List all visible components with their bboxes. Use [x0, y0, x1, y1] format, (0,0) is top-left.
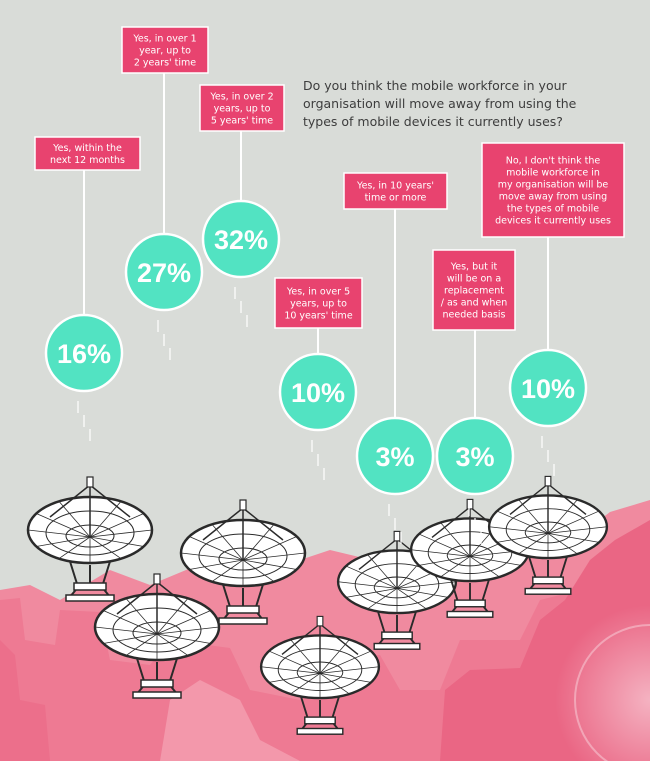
planet-ring	[574, 624, 650, 761]
category-label-line: years, up to	[214, 104, 271, 115]
radio-dish-icon	[93, 573, 221, 699]
category-label-line: my organisation will be	[498, 180, 609, 191]
category-label-box	[343, 172, 448, 210]
value-bubble	[124, 232, 204, 312]
category-label-line: will be on a	[447, 274, 501, 285]
radio-dish-icon	[487, 475, 609, 595]
category-label-line: 2 years' time	[134, 58, 196, 69]
value-bubble	[435, 416, 515, 496]
category-label-line: year, up to	[139, 46, 191, 57]
value-label: 32%	[214, 225, 268, 255]
value-bubble	[355, 416, 435, 496]
terrain-front	[0, 640, 50, 761]
category-label-line: Yes, in over 5	[286, 287, 350, 298]
radio-dish-icon	[179, 499, 307, 625]
category-label-line: replacement	[444, 286, 504, 297]
value-label: 27%	[137, 258, 191, 288]
category-label-line: years, up to	[290, 299, 347, 310]
category-label-box	[274, 277, 363, 329]
category-label-line: devices it currently uses	[495, 216, 611, 227]
category-label-line: Yes, in over 1	[132, 34, 196, 45]
category-label-line: next 12 months	[50, 155, 125, 166]
value-bubble	[508, 348, 588, 428]
category-label-line: No, I don't think the	[506, 156, 601, 167]
category-label-line: 5 years' time	[211, 116, 273, 127]
value-bubble	[278, 352, 358, 432]
category-label-line: time or more	[365, 193, 427, 204]
category-label-line: the types of mobile	[507, 204, 599, 215]
radio-dishes	[26, 475, 609, 735]
category-group: Yes, in 10 years'time or more 3%	[343, 172, 448, 496]
question-line-3: types of mobile devices it currently use…	[303, 114, 563, 129]
value-bubble	[44, 313, 124, 393]
category-label-line: Yes, in 10 years'	[356, 181, 434, 192]
category-label-box	[34, 136, 141, 171]
value-label: 3%	[375, 442, 414, 472]
category-label-box	[121, 26, 209, 74]
question-line-1: Do you think the mobile workforce in you…	[303, 78, 568, 93]
connector-lines	[77, 73, 555, 544]
terrain-highlight	[160, 680, 300, 761]
value-label: 16%	[57, 339, 111, 369]
question-line-2: organisation will move away from using t…	[303, 96, 577, 111]
value-label: 10%	[521, 374, 575, 404]
category-label-line: needed basis	[442, 310, 505, 321]
category-label-box	[481, 142, 625, 238]
radio-dish-icon	[259, 615, 381, 735]
category-label-line: Yes, but it	[450, 262, 498, 273]
category-label-line: 10 years' time	[284, 311, 353, 322]
category-label-box	[432, 249, 516, 331]
value-label: 3%	[455, 442, 494, 472]
value-bubble	[201, 199, 281, 279]
value-label: 10%	[291, 378, 345, 408]
planet-glow	[555, 605, 650, 761]
category-label-line: / as and when	[441, 298, 508, 309]
category-label-line: Yes, within the	[52, 143, 122, 154]
category-label-box	[199, 84, 285, 132]
category-label-line: mobile workforce in	[506, 168, 600, 179]
radio-dish-icon	[26, 476, 154, 602]
category-label-line: Yes, in over 2	[209, 92, 273, 103]
category-label-line: move away from using	[499, 192, 607, 203]
